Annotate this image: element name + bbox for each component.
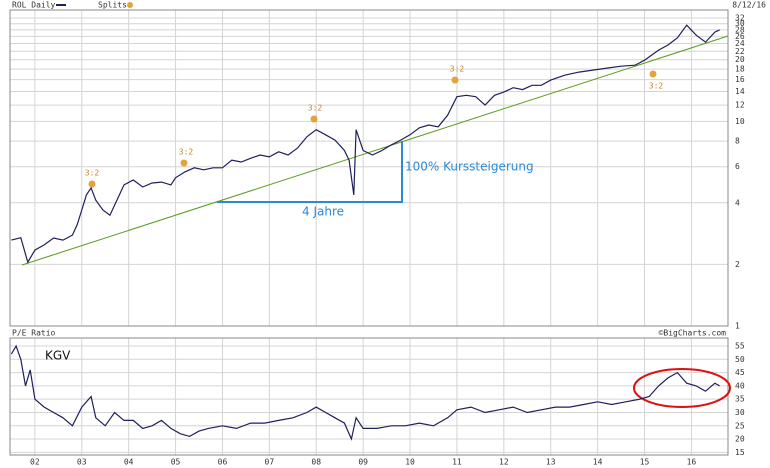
x-tick-label: 02 xyxy=(30,458,40,467)
x-tick-label: 13 xyxy=(546,458,556,467)
x-tick-label: 16 xyxy=(687,458,697,467)
x-tick-label: 04 xyxy=(124,458,134,467)
pe-title: P/E Ratio xyxy=(12,329,56,338)
split-marker xyxy=(310,115,318,123)
y-tick-label: 28 xyxy=(735,25,745,34)
annotation: 100% Kurssteigerung xyxy=(405,160,534,174)
y-tick-label: 35 xyxy=(735,395,745,404)
y-tick-label: 55 xyxy=(735,341,745,350)
highlight-ellipse xyxy=(633,368,731,408)
x-tick-label: 10 xyxy=(405,458,415,467)
y-tick-label: 40 xyxy=(735,381,745,390)
price-line xyxy=(11,24,720,264)
x-tick-label: 15 xyxy=(640,458,650,467)
grid-layer xyxy=(10,10,728,455)
split-label: 3:2 xyxy=(179,148,194,157)
x-tick-label: 07 xyxy=(265,458,275,467)
y-tick-label: 30 xyxy=(735,408,745,417)
split-markers: 3:2 3:2 3:2 3:2 3:2 xyxy=(85,65,664,188)
split-marker xyxy=(180,159,188,167)
y-tick-label: 12 xyxy=(735,101,745,110)
split-marker xyxy=(649,70,657,78)
x-tick-label: 05 xyxy=(171,458,181,467)
split-label: 3:2 xyxy=(85,169,100,178)
y-tick-label: 22 xyxy=(735,47,745,56)
x-tick-label: 08 xyxy=(311,458,321,467)
y-tick-label: 18 xyxy=(735,65,745,74)
y-tick-label: 20 xyxy=(735,435,745,444)
y-tick-label: 14 xyxy=(735,87,745,96)
split-label: 3:2 xyxy=(649,82,664,91)
y-tick-label: 24 xyxy=(735,39,745,48)
pe-frame xyxy=(9,337,729,456)
y-tick-label: 15 xyxy=(735,448,745,457)
y-tick-label: 20 xyxy=(735,55,745,64)
split-label: 3:2 xyxy=(308,104,323,113)
x-tick-label: 09 xyxy=(358,458,368,467)
x-tick-label: 14 xyxy=(593,458,603,467)
y-tick-label: 30 xyxy=(735,19,745,28)
y-tick-label: 4 xyxy=(735,198,740,207)
y-tick-label: 26 xyxy=(735,32,745,41)
date-label: 8/12/16 xyxy=(732,1,766,10)
splits-label: Splits xyxy=(98,1,127,10)
price-line xyxy=(10,344,720,441)
price-title: ROL Daily xyxy=(12,1,56,10)
y-tick-label: 32 xyxy=(735,13,745,22)
y-tick-label: 6 xyxy=(735,162,740,171)
y-tick-label: 45 xyxy=(735,368,745,377)
annotation: 4 Jahre xyxy=(302,205,344,219)
split-label: 3:2 xyxy=(450,65,465,74)
x-tick-label: 06 xyxy=(218,458,228,467)
x-tick-label: 12 xyxy=(499,458,509,467)
source: ©BigCharts.com xyxy=(659,329,727,338)
x-tick-label: 11 xyxy=(452,458,462,467)
trend-line xyxy=(21,35,729,266)
y-tick-label: 25 xyxy=(735,421,745,430)
y-tick-label: 16 xyxy=(735,75,745,84)
measure-lines xyxy=(217,141,403,203)
split-marker xyxy=(451,76,459,84)
split-marker xyxy=(88,180,96,188)
pe-label: KGV xyxy=(45,349,71,363)
price-frame xyxy=(9,9,729,327)
y-tick-label: 50 xyxy=(735,355,745,364)
y-tick-label: 2 xyxy=(735,260,740,269)
y-tick-label: 8 xyxy=(735,137,740,146)
y-tick-label: 1 xyxy=(735,322,740,331)
x-tick-label: 03 xyxy=(77,458,87,467)
splits-icon xyxy=(127,2,133,8)
y-tick-label: 10 xyxy=(735,117,745,126)
